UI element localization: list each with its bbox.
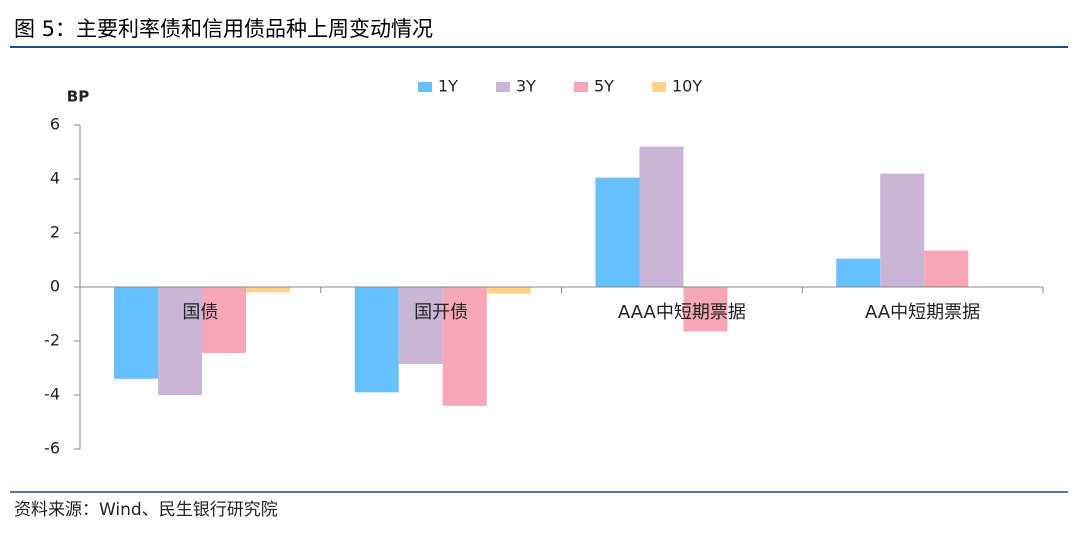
source-note: 资料来源：Wind、民生银行研究院 <box>14 500 278 520</box>
y-tick-label: 2 <box>50 223 60 242</box>
legend-swatch <box>652 82 666 92</box>
bar <box>442 287 487 406</box>
x-tick-label: 国开债 <box>414 302 468 323</box>
legend-label: 1Y <box>438 77 458 96</box>
legend-swatch <box>496 82 510 92</box>
bar <box>639 146 684 287</box>
bar <box>398 287 443 364</box>
bar <box>354 287 399 393</box>
bar <box>880 173 925 287</box>
y-tick-label: -2 <box>44 331 60 350</box>
legend-label: 5Y <box>594 77 614 96</box>
bar <box>246 287 290 293</box>
y-axis-label: BP <box>67 88 89 106</box>
x-tick-label: 国债 <box>182 302 218 323</box>
y-tick-label: 4 <box>50 169 60 188</box>
x-tick-label: AA中短期票据 <box>865 302 980 323</box>
bar <box>114 287 158 379</box>
chart-title: 图 5：主要利率债和信用债品种上周变动情况 <box>14 17 433 41</box>
y-tick-label: 0 <box>50 277 60 296</box>
x-tick-label: AAA中短期票据 <box>618 302 746 323</box>
bar <box>683 287 728 332</box>
bar <box>158 287 202 395</box>
bar <box>486 287 531 294</box>
bar <box>836 258 881 287</box>
y-tick-label: -6 <box>44 439 60 458</box>
legend-swatch <box>418 82 432 92</box>
y-tick-label: 6 <box>50 115 60 134</box>
legend-swatch <box>574 82 588 92</box>
bar <box>924 250 969 287</box>
y-tick-label: -4 <box>44 385 60 404</box>
legend-label: 3Y <box>516 77 536 96</box>
bar <box>595 177 640 287</box>
legend-label: 10Y <box>672 77 702 96</box>
bar <box>202 287 246 354</box>
